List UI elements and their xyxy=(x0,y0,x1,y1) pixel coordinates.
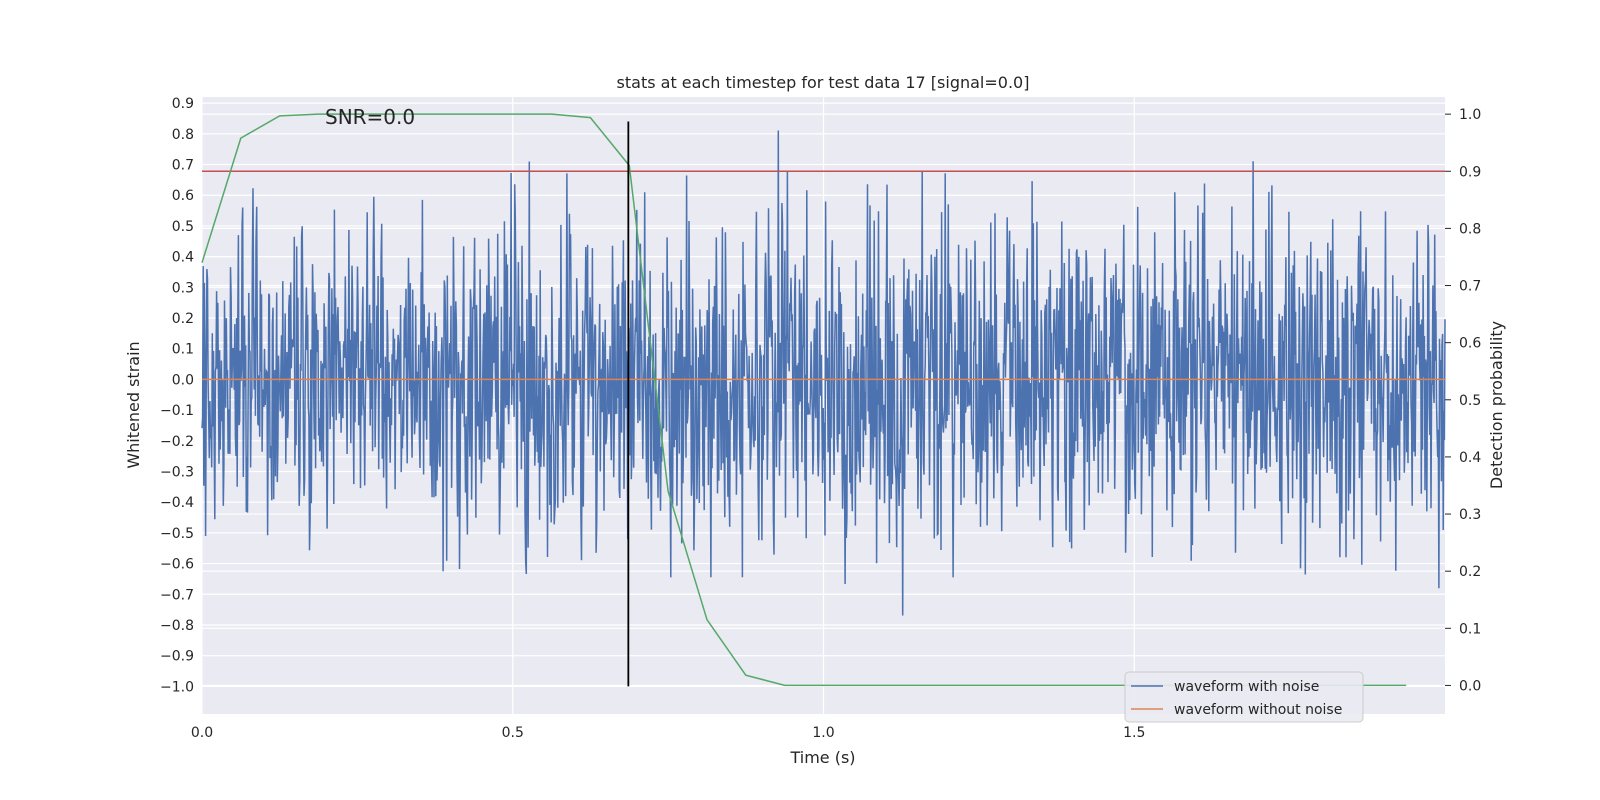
y2-tick-label: 0.6 xyxy=(1459,336,1481,352)
snr-annotation: SNR=0.0 xyxy=(325,105,415,129)
y-tick-label: −0.7 xyxy=(160,587,194,603)
legend-label-noise: waveform with noise xyxy=(1174,679,1319,695)
y-tick-label: −0.1 xyxy=(160,403,194,419)
y-tick-label: 0.9 xyxy=(172,96,194,112)
x-axis-label: Time (s) xyxy=(789,748,855,767)
y-tick-label: −1.0 xyxy=(160,679,194,695)
y-tick-label: 0.3 xyxy=(172,280,194,296)
y-tick-label: −0.3 xyxy=(160,464,194,480)
legend: waveform with noise waveform without noi… xyxy=(1124,671,1364,723)
y-tick-label: −0.8 xyxy=(160,618,194,634)
y2-tick-label: 1.0 xyxy=(1459,107,1481,123)
y-axis-label: Whitened strain xyxy=(124,341,143,468)
y-tick-label: −0.2 xyxy=(160,434,194,450)
x-tick-label: 1.0 xyxy=(812,725,834,741)
y-tick-label: 0.2 xyxy=(172,311,194,327)
x-tick-label: 0.0 xyxy=(191,725,213,741)
y2-tick-label: 0.2 xyxy=(1459,564,1481,580)
y2-tick-label: 0.0 xyxy=(1459,678,1481,694)
y2-axis-ticks: 1.0 0.9 0.8 0.7 0.6 0.5 0.4 0.3 0.2 0.1 0.0 xyxy=(1445,107,1481,694)
y-tick-label: 0.5 xyxy=(172,219,194,235)
chart-title: stats at each timestep for test data 17 … xyxy=(617,73,1030,92)
y-tick-label: −0.9 xyxy=(160,649,194,665)
y2-tick-label: 0.8 xyxy=(1459,221,1481,237)
y-tick-label: 0.0 xyxy=(172,372,194,388)
y-tick-label: 0.7 xyxy=(172,158,194,174)
legend-label-clean: waveform without noise xyxy=(1174,702,1342,718)
y2-axis-label: Detection probability xyxy=(1487,321,1506,489)
y2-tick-label: 0.1 xyxy=(1459,621,1481,637)
x-tick-label: 0.5 xyxy=(502,725,524,741)
y-tick-label: −0.6 xyxy=(160,557,194,573)
waveform-with-noise-line xyxy=(201,130,1446,616)
y-tick-label: −0.4 xyxy=(160,495,194,511)
y-tick-label: 0.4 xyxy=(172,250,194,266)
x-axis-ticks: 0.0 0.5 1.0 1.5 xyxy=(191,725,1146,741)
x-tick-label: 1.5 xyxy=(1123,725,1145,741)
y-tick-label: 0.1 xyxy=(172,342,194,358)
y2-tick-label: 0.3 xyxy=(1459,507,1481,523)
y2-tick-label: 0.7 xyxy=(1459,279,1481,295)
y2-tick-label: 0.4 xyxy=(1459,450,1481,466)
y2-tick-label: 0.9 xyxy=(1459,164,1481,180)
y-tick-label: 0.6 xyxy=(172,188,194,204)
y-tick-label: −0.5 xyxy=(160,526,194,542)
y-tick-label: 0.8 xyxy=(172,127,194,143)
y-axis-ticks: 0.9 0.8 0.7 0.6 0.5 0.4 0.3 0.2 0.1 0.0 −0.1 −0.2 −0… xyxy=(160,96,194,695)
legend-box xyxy=(1124,671,1364,723)
y2-tick-label: 0.5 xyxy=(1459,393,1481,409)
